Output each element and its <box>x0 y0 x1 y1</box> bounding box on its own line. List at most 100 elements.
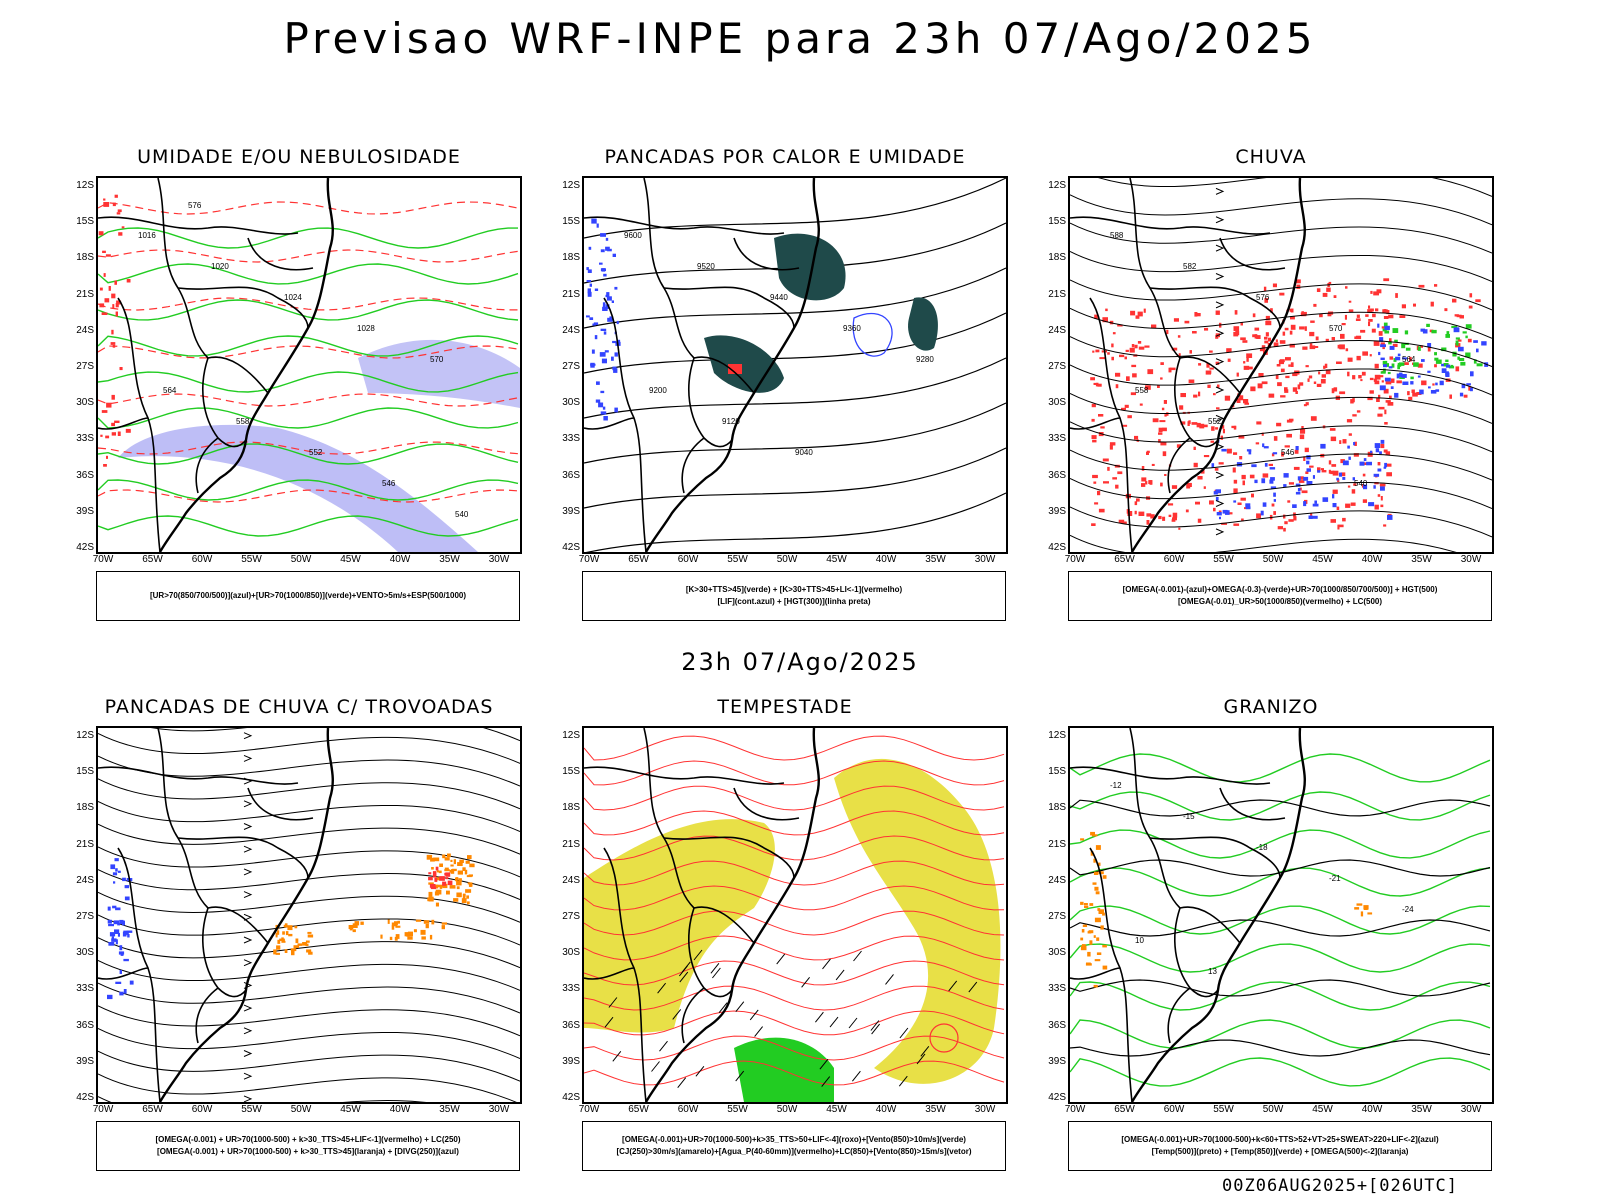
rain-area <box>1207 384 1211 388</box>
rain-area <box>1173 318 1179 322</box>
rain-area <box>1452 298 1457 303</box>
divergence-area <box>115 907 121 911</box>
thunder-area <box>423 920 430 924</box>
lat-tick-label: 36S <box>1048 1019 1066 1031</box>
omega-area <box>1397 353 1401 356</box>
rain-area <box>1197 476 1203 480</box>
rain-area <box>1381 380 1384 383</box>
rain-area <box>1256 513 1261 519</box>
thunder-area <box>464 869 468 875</box>
rain-area <box>1434 364 1437 368</box>
state-border <box>1149 836 1281 879</box>
omega-area <box>1320 443 1326 449</box>
flow-arrow <box>1215 216 1225 224</box>
rain-area <box>1257 383 1263 389</box>
rain-area <box>1374 504 1379 510</box>
state-border <box>98 967 149 980</box>
rain-area <box>1299 476 1304 480</box>
rain-area <box>1263 286 1267 292</box>
wind-vector <box>659 1040 668 1052</box>
omega-area <box>1312 503 1319 507</box>
omega-area <box>1303 501 1307 507</box>
omega-strong-area <box>1410 376 1414 380</box>
flow-arrow <box>243 732 253 740</box>
lat-tick-label: 15S <box>562 766 580 778</box>
humidity-cell <box>100 434 103 437</box>
low-level-streamline <box>584 760 1005 786</box>
divergence-area <box>118 951 125 955</box>
rain-area <box>1468 386 1472 391</box>
rain-area <box>1290 316 1295 320</box>
rain-area <box>1285 375 1290 379</box>
lat-tick-label: 39S <box>76 505 94 517</box>
rain-area <box>1227 358 1231 362</box>
contour-label: 1024 <box>284 293 302 302</box>
omega-area <box>1389 345 1395 350</box>
low-level-streamline <box>584 1035 1005 1061</box>
rain-area <box>1444 308 1448 312</box>
rain-area <box>1130 310 1136 316</box>
omega-area <box>1373 485 1376 489</box>
rain-area <box>1146 451 1149 455</box>
flow-arrow <box>1215 301 1225 309</box>
lon-tick-label: 40W <box>389 554 411 565</box>
lat-tick-label: 27S <box>562 361 580 372</box>
humidity-cell <box>104 298 110 303</box>
omega500-area <box>1091 834 1098 837</box>
omega-area <box>1322 497 1329 502</box>
rain-area <box>1467 338 1472 343</box>
rain-area <box>1261 432 1264 436</box>
state-border <box>693 906 755 944</box>
rain-area <box>1233 452 1238 455</box>
rain-area <box>1305 471 1309 474</box>
rain-area <box>1339 391 1346 395</box>
divergence-area <box>108 942 115 946</box>
thunder-area <box>405 933 409 937</box>
rain-area <box>1284 445 1290 448</box>
rain-area <box>1178 527 1181 530</box>
lon-tick-label: 55W <box>241 1104 262 1115</box>
thunder-area <box>431 919 435 925</box>
rain-area <box>1215 361 1220 365</box>
omega-area <box>1396 373 1400 379</box>
omega-strong-area <box>1434 357 1439 361</box>
humidity-cell <box>102 250 106 253</box>
omega-strong-area <box>1405 347 1411 351</box>
rain-area <box>1332 489 1338 494</box>
rain-area <box>1347 371 1350 377</box>
flow-arrow <box>243 800 253 808</box>
divergence-area <box>119 919 124 925</box>
rain-area <box>1327 313 1332 317</box>
lon-tick-label: 65W <box>142 554 163 565</box>
legend-box: [OMEGA(-0.001) + UR>70(1000-500) + k>30_… <box>96 1121 520 1171</box>
rain-area <box>1261 381 1268 385</box>
divergence-area <box>122 877 126 882</box>
lon-tick-label: 50W <box>290 1104 312 1115</box>
omega-area <box>1380 344 1386 348</box>
thunder-area <box>305 943 309 947</box>
contour-label: 9120 <box>722 417 740 426</box>
geopotential-contour <box>1070 251 1492 282</box>
lon-tick-label: 70W <box>578 1104 600 1115</box>
rain-area <box>1124 356 1127 360</box>
lat-tick-label: 21S <box>76 838 94 850</box>
rain-area <box>1356 355 1361 361</box>
omega500-area <box>1081 929 1085 933</box>
flow-arrow <box>1215 273 1225 280</box>
rain-area <box>1286 433 1292 438</box>
rain-area <box>1150 514 1155 519</box>
lif-cell <box>602 302 606 307</box>
rain-area <box>1347 485 1351 488</box>
rain-area <box>1241 518 1244 522</box>
map-canvas <box>98 728 520 1102</box>
low-level-streamline <box>584 985 1005 1011</box>
rain-area <box>1215 310 1220 315</box>
temp850-contour <box>1070 1019 1491 1049</box>
rain-area <box>1330 436 1337 442</box>
omega-area <box>1427 343 1432 348</box>
contour-label: 570 <box>430 355 444 364</box>
rain-area <box>1310 320 1315 323</box>
thickness-contour <box>98 489 519 503</box>
wind-vector <box>819 1058 829 1070</box>
contour-label: 546 <box>1281 448 1295 457</box>
